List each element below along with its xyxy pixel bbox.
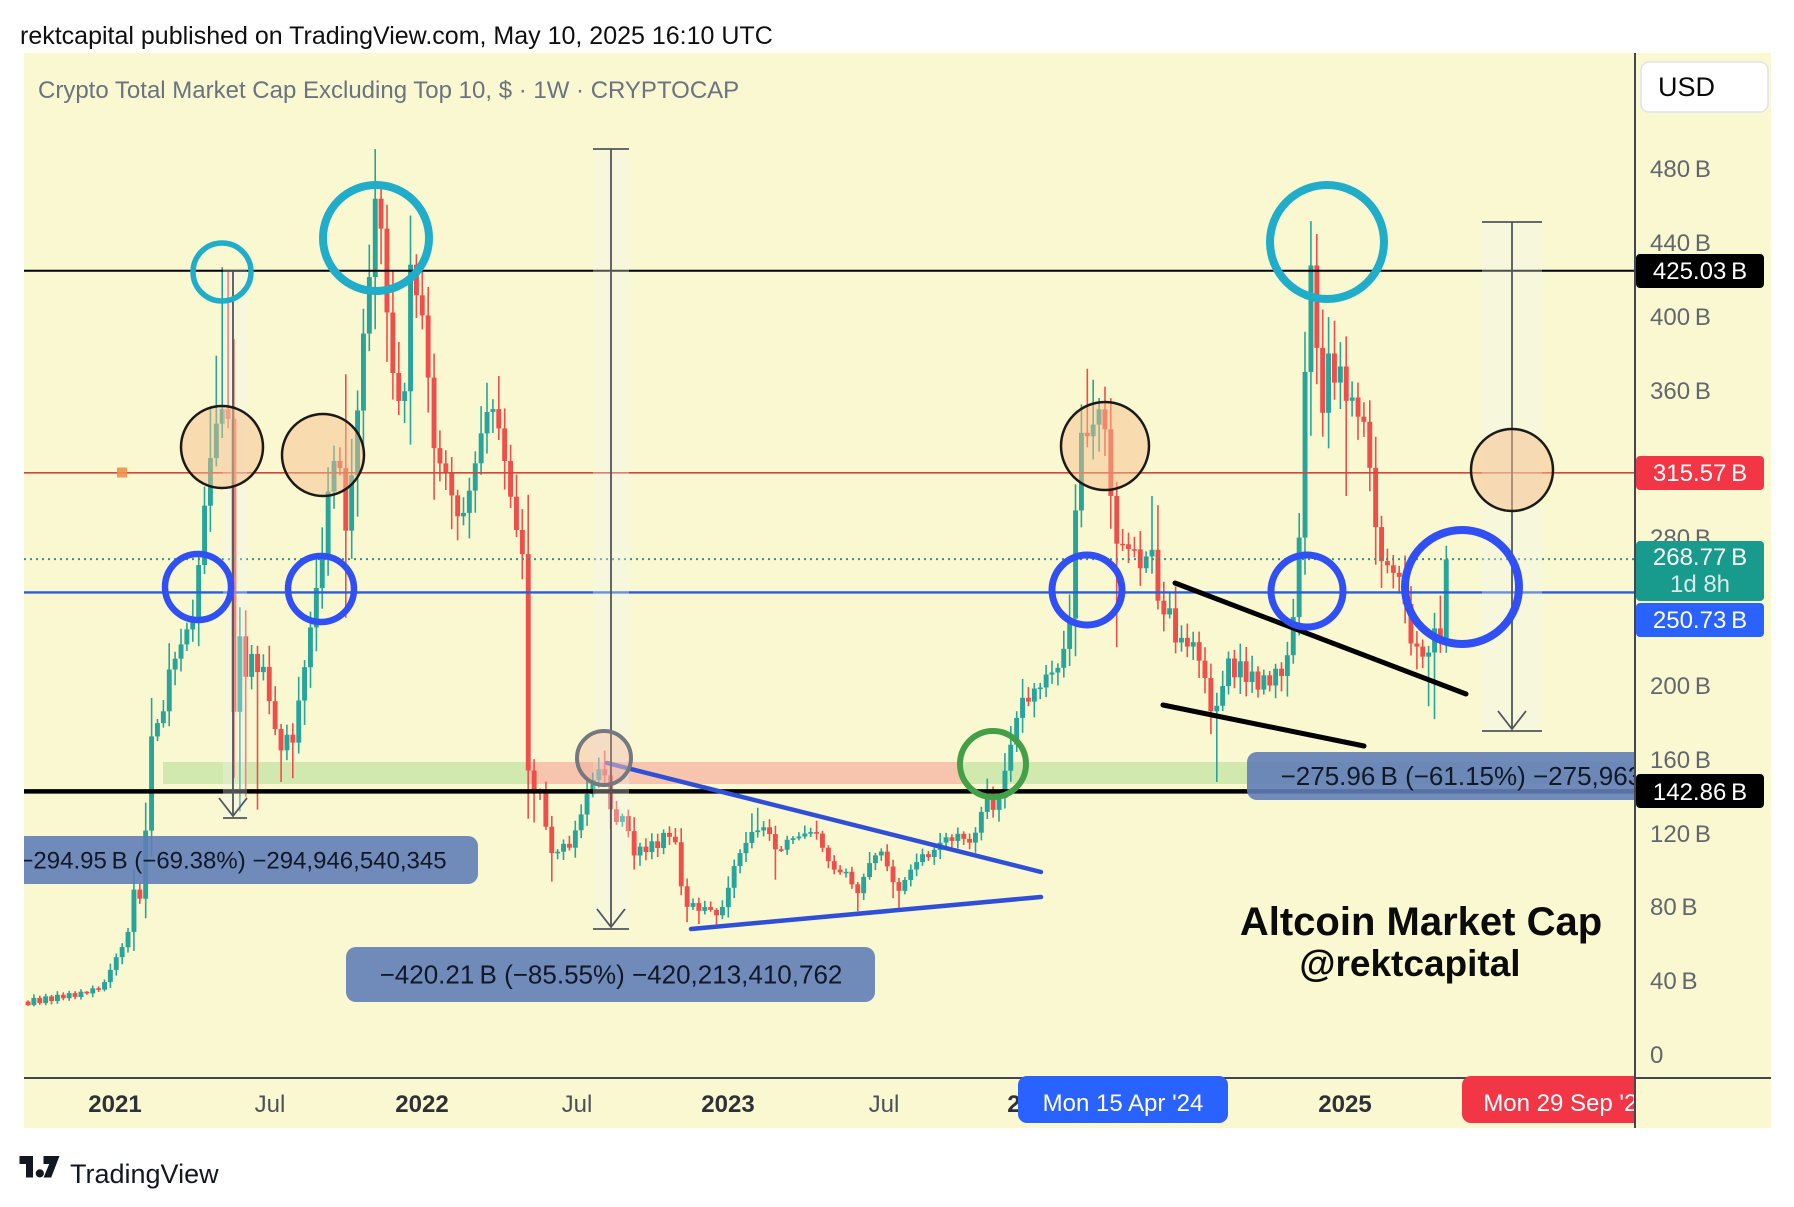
- svg-text:@rektcapital: @rektcapital: [1299, 943, 1520, 984]
- svg-text:0: 0: [1650, 1042, 1663, 1069]
- svg-text:2023: 2023: [701, 1091, 754, 1118]
- svg-text:−294.95 B (−69.38%) −294,946,5: −294.95 B (−69.38%) −294,946,540,345: [19, 847, 446, 874]
- svg-text:Jul: Jul: [562, 1091, 593, 1118]
- svg-text:2021: 2021: [88, 1091, 141, 1118]
- svg-text:268.77 B: 268.77 B: [1653, 544, 1747, 571]
- svg-text:440 B: 440 B: [1650, 230, 1711, 257]
- svg-text:142.86 B: 142.86 B: [1653, 779, 1747, 806]
- svg-text:Altcoin Market Cap: Altcoin Market Cap: [1240, 900, 1602, 944]
- svg-text:40 B: 40 B: [1650, 968, 1698, 995]
- svg-text:rektcapital published on Tradi: rektcapital published on TradingView.com…: [20, 22, 773, 50]
- svg-text:1d 8h: 1d 8h: [1670, 571, 1730, 598]
- svg-text:Mon 15 Apr '24: Mon 15 Apr '24: [1043, 1090, 1204, 1117]
- svg-text:360 B: 360 B: [1650, 378, 1711, 405]
- svg-text:160 B: 160 B: [1650, 747, 1711, 774]
- svg-text:80 B: 80 B: [1650, 894, 1698, 921]
- svg-text:120 B: 120 B: [1650, 821, 1711, 848]
- svg-text:−275.96 B (−61.15%) −275,963,4: −275.96 B (−61.15%) −275,963,410,762: [1281, 761, 1744, 791]
- svg-text:−420.21 B (−85.55%) −420,213,4: −420.21 B (−85.55%) −420,213,410,762: [380, 960, 843, 990]
- svg-text:425.03 B: 425.03 B: [1653, 258, 1747, 285]
- svg-text:480 B: 480 B: [1650, 156, 1711, 183]
- svg-text:2022: 2022: [395, 1091, 448, 1118]
- svg-text:400 B: 400 B: [1650, 304, 1711, 331]
- svg-text:Mon 29 Sep '25: Mon 29 Sep '25: [1483, 1090, 1650, 1117]
- svg-text:TradingView: TradingView: [70, 1159, 219, 1189]
- svg-text:Jul: Jul: [869, 1091, 900, 1118]
- svg-text:Jul: Jul: [255, 1091, 286, 1118]
- svg-text:315.57 B: 315.57 B: [1653, 460, 1747, 487]
- svg-text:USD: USD: [1658, 72, 1715, 102]
- svg-text:250.73 B: 250.73 B: [1653, 607, 1747, 634]
- svg-text:2025: 2025: [1318, 1091, 1371, 1118]
- svg-text:200 B: 200 B: [1650, 673, 1711, 700]
- svg-text:Crypto Total Market Cap Exclud: Crypto Total Market Cap Excluding Top 10…: [38, 77, 739, 104]
